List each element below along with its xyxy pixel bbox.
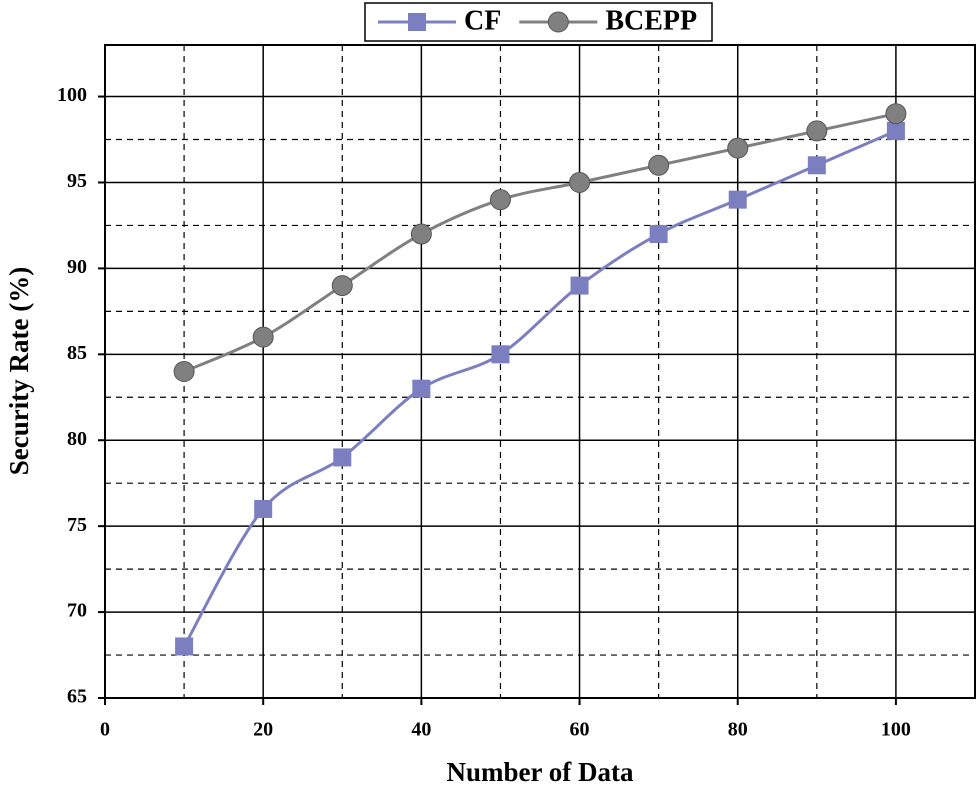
marker bbox=[570, 276, 589, 295]
plot-frame bbox=[104, 44, 976, 699]
legend-label: CF bbox=[464, 5, 501, 36]
marker bbox=[331, 275, 353, 297]
marker bbox=[173, 361, 195, 382]
y-tick-label: 65 bbox=[67, 686, 87, 708]
x-tick-label: 20 bbox=[253, 719, 273, 741]
y-tick-label: 95 bbox=[67, 170, 87, 192]
marker bbox=[410, 223, 432, 245]
y-axis-title: Security Rate (%) bbox=[4, 267, 34, 475]
y-tick-label: 90 bbox=[67, 256, 87, 278]
marker bbox=[252, 326, 274, 348]
marker bbox=[728, 190, 747, 209]
marker bbox=[806, 120, 828, 142]
x-tick-label: 40 bbox=[411, 719, 431, 741]
legend-marker bbox=[547, 11, 569, 33]
marker bbox=[569, 171, 591, 193]
x-tick-label: 80 bbox=[728, 719, 748, 741]
y-tick-label: 70 bbox=[67, 600, 87, 622]
x-axis-title: Number of Data bbox=[447, 757, 634, 787]
x-tick-label: 100 bbox=[881, 719, 911, 741]
y-tick-label: 100 bbox=[57, 84, 87, 106]
marker bbox=[649, 225, 668, 244]
y-tick-label: 85 bbox=[67, 342, 87, 364]
x-tick-label: 60 bbox=[570, 719, 590, 741]
marker bbox=[727, 137, 749, 159]
y-tick-label: 80 bbox=[67, 428, 87, 450]
marker bbox=[175, 637, 194, 656]
series-line bbox=[183, 112, 897, 373]
legend-marker bbox=[408, 13, 426, 31]
y-tick-label: 75 bbox=[67, 514, 87, 536]
series-line bbox=[182, 129, 897, 648]
marker bbox=[807, 156, 826, 175]
marker bbox=[886, 121, 905, 140]
legend-label: BCEPP bbox=[605, 5, 697, 36]
marker bbox=[491, 345, 510, 364]
marker bbox=[333, 448, 352, 467]
marker bbox=[412, 379, 431, 398]
marker bbox=[885, 103, 907, 125]
marker bbox=[254, 499, 273, 518]
marker bbox=[648, 154, 670, 176]
x-tick-label: 0 bbox=[100, 719, 110, 741]
marker bbox=[489, 189, 511, 211]
